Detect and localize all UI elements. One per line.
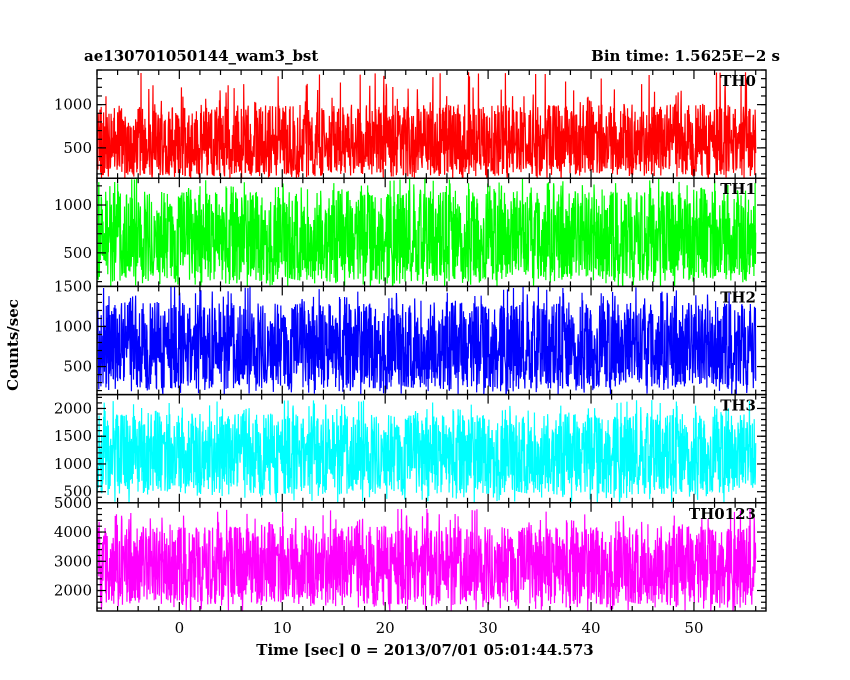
series-label-th0: TH0 bbox=[720, 72, 756, 90]
y-tick-label: 1500 bbox=[54, 277, 92, 295]
y-tick-label: 1000 bbox=[54, 317, 92, 335]
y-tick-label: 500 bbox=[63, 358, 92, 376]
y-tick-label: 500 bbox=[63, 244, 92, 262]
series-label-th0123: TH0123 bbox=[689, 505, 756, 523]
chart-title-right: Bin time: 1.5625E−2 s bbox=[591, 47, 780, 65]
x-tick-label: 40 bbox=[581, 619, 600, 637]
y-tick-label: 2000 bbox=[54, 582, 92, 600]
x-tick-label: 20 bbox=[376, 619, 395, 637]
series-label-th1: TH1 bbox=[720, 180, 756, 198]
series-line-th0 bbox=[96, 72, 757, 179]
series-label-th2: TH2 bbox=[720, 288, 756, 306]
x-tick-label: 50 bbox=[684, 619, 703, 637]
chart-title-left: ae130701050144_wam3_bst bbox=[84, 47, 318, 65]
y-tick-label: 1000 bbox=[54, 455, 92, 473]
x-axis-label: Time [sec] 0 = 2013/07/01 05:01:44.573 bbox=[256, 641, 593, 659]
series-line-th2 bbox=[96, 286, 757, 395]
y-tick-label: 5000 bbox=[54, 494, 92, 512]
series-line-th0123 bbox=[96, 508, 757, 611]
panel-frame-th0123 bbox=[96, 502, 767, 612]
y-tick-label: 2000 bbox=[54, 399, 92, 417]
y-tick-label: 1000 bbox=[54, 96, 92, 114]
panels-group: 5001000TH05001000TH150010001500TH2500100… bbox=[54, 69, 767, 637]
y-tick-label: 3000 bbox=[54, 552, 92, 570]
series-label-th3: TH3 bbox=[720, 397, 756, 415]
y-tick-label: 4000 bbox=[54, 523, 92, 541]
series-line-th1 bbox=[96, 178, 757, 287]
y-tick-label: 500 bbox=[63, 139, 92, 157]
y-tick-label: 1500 bbox=[54, 427, 92, 445]
y-tick-label: 1000 bbox=[54, 196, 92, 214]
series-line-th3 bbox=[96, 400, 757, 503]
x-tick-label: 0 bbox=[175, 619, 185, 637]
y-tick-label: 500 bbox=[63, 483, 92, 501]
x-tick-label: 10 bbox=[273, 619, 292, 637]
x-tick-label: 30 bbox=[479, 619, 498, 637]
y-axis-label: Counts/sec bbox=[4, 299, 22, 391]
